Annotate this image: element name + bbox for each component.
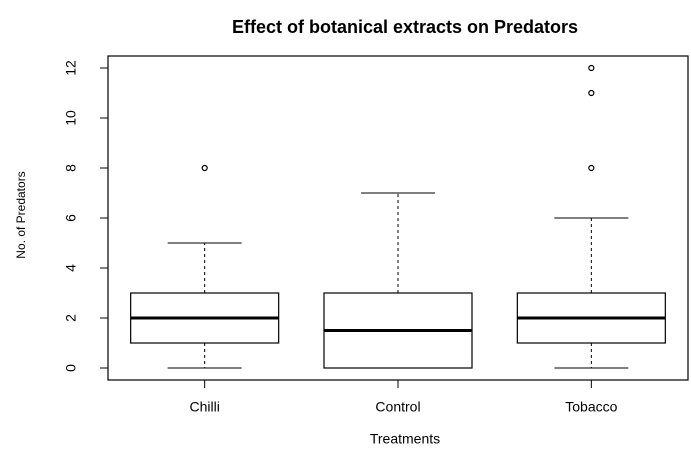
y-tick-label: 12 [63, 60, 79, 76]
y-tick-label: 4 [63, 264, 79, 272]
outlier [588, 89, 595, 97]
x-tick-label: Tobacco [565, 399, 617, 415]
y-tick-label: 8 [63, 164, 79, 172]
y-axis-label: No. of Predators [14, 171, 28, 258]
y-tick-label: 2 [63, 314, 79, 322]
y-tick-label: 0 [63, 364, 79, 372]
outlier [201, 164, 208, 172]
outlier [588, 164, 595, 172]
x-tick-label: Chilli [189, 399, 219, 415]
x-axis-label: Treatments [370, 431, 440, 447]
chart-title: Effect of botanical extracts on Predator… [232, 17, 578, 37]
outlier [588, 64, 595, 72]
y-tick-label: 6 [63, 214, 79, 222]
x-tick-label: Control [375, 399, 420, 415]
y-tick-label: 10 [63, 110, 79, 126]
